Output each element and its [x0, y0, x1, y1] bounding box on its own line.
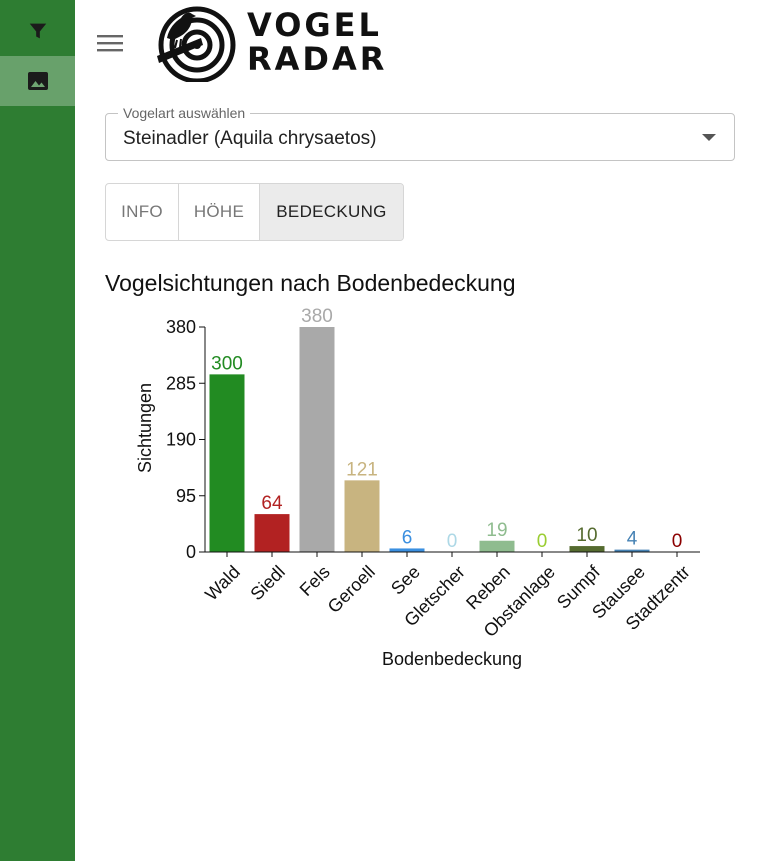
value-label-geroell: 121: [346, 459, 378, 480]
value-label-stadtzentr: 0: [672, 531, 683, 552]
x-axis-label: Bodenbedeckung: [382, 649, 522, 669]
y-tick-label: 380: [166, 317, 196, 337]
value-label-see: 6: [402, 527, 413, 548]
tab-info[interactable]: INFO: [121, 202, 163, 221]
hamburger-menu-icon: [97, 35, 123, 52]
bar-siedl[interactable]: [254, 514, 290, 552]
y-tick-label: 95: [176, 486, 196, 506]
x-tick-label-fels: Fels: [296, 562, 334, 600]
value-label-gletscher: 0: [447, 531, 458, 552]
bar-see[interactable]: [389, 548, 425, 552]
filter-button[interactable]: [0, 6, 75, 56]
y-tick-label: 0: [186, 542, 196, 562]
tab-bedeckung[interactable]: BEDECKUNG: [259, 184, 403, 240]
x-tick-label-see: See: [387, 562, 424, 599]
value-label-reben: 19: [486, 520, 507, 541]
bar-reben[interactable]: [479, 540, 515, 552]
app-title-line2: RADAR: [247, 40, 388, 78]
y-axis: 0 95 190 285 380: [166, 317, 206, 562]
value-label-wald: 300: [211, 353, 243, 374]
value-label-siedl: 64: [261, 493, 283, 514]
value-label-sumpf: 10: [576, 525, 597, 546]
x-tick-label-geroell: Geroell: [324, 562, 379, 617]
bird-radar-logo-icon: [157, 6, 236, 82]
value-label-obstanlage: 0: [537, 531, 548, 552]
species-select[interactable]: Vogelart auswählen Steinadler (Aquila ch…: [105, 105, 735, 161]
image-icon: [27, 72, 48, 90]
value-label-stausee: 4: [627, 529, 638, 550]
value-label-fels: 380: [301, 306, 333, 327]
y-axis-label: Sichtungen: [135, 383, 155, 473]
sidebar: [0, 0, 75, 861]
bar-geroell[interactable]: [344, 480, 380, 552]
bar-fels[interactable]: [299, 327, 335, 552]
y-tick-label: 285: [166, 373, 196, 393]
species-select-label: Vogelart auswählen: [118, 105, 251, 121]
bar-stausee[interactable]: [614, 549, 650, 552]
bar-sumpf[interactable]: [569, 546, 605, 552]
bars: [209, 327, 650, 552]
image-button[interactable]: [0, 56, 75, 106]
menu-button[interactable]: [95, 28, 125, 58]
chart-title: Vogelsichtungen nach Bodenbedeckung: [105, 270, 516, 296]
dropdown-arrow-icon[interactable]: [702, 134, 716, 141]
bar-wald[interactable]: [209, 374, 245, 552]
filter-icon: [29, 23, 46, 39]
tab-bar: INFO HÖHE BEDECKUNG: [105, 183, 404, 241]
app-title-line1: VOGEL: [247, 6, 382, 44]
app-title: VOGEL RADAR: [247, 8, 387, 76]
tab-hoehe[interactable]: HÖHE: [178, 184, 259, 240]
species-select-value: Steinadler (Aquila chrysaetos): [123, 128, 377, 149]
x-tick-label-siedl: Siedl: [246, 562, 288, 604]
value-labels: 300 64 380 121 6 0 19 0 10 4 0: [211, 306, 682, 552]
y-tick-label: 190: [166, 430, 196, 450]
x-tick-label-wald: Wald: [201, 562, 244, 605]
app-logo: VOGEL RADAR: [155, 4, 385, 82]
